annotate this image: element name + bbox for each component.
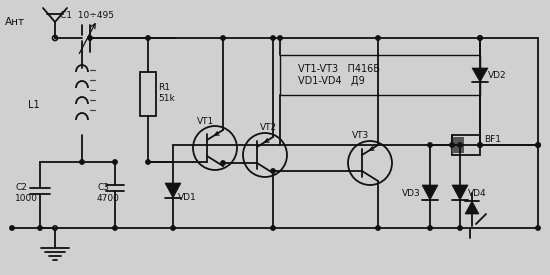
Circle shape <box>536 143 540 147</box>
Text: VD3: VD3 <box>402 188 421 197</box>
Circle shape <box>146 36 150 40</box>
Text: VT1: VT1 <box>197 117 215 125</box>
Circle shape <box>428 226 432 230</box>
Circle shape <box>478 36 482 40</box>
Polygon shape <box>472 68 488 82</box>
Text: VD4: VD4 <box>468 188 487 197</box>
Text: R1
51k: R1 51k <box>158 83 175 103</box>
Circle shape <box>536 143 540 147</box>
Polygon shape <box>452 185 468 200</box>
Text: Ант: Ант <box>5 17 25 27</box>
Circle shape <box>428 143 432 147</box>
Circle shape <box>478 143 482 147</box>
Text: BF1: BF1 <box>484 134 501 144</box>
Circle shape <box>113 160 117 164</box>
Circle shape <box>478 143 482 147</box>
Circle shape <box>536 226 540 230</box>
Text: VT3: VT3 <box>352 131 369 141</box>
Text: C3
4700: C3 4700 <box>97 183 120 203</box>
Circle shape <box>478 36 482 40</box>
Circle shape <box>450 143 454 147</box>
Circle shape <box>80 160 84 164</box>
Circle shape <box>376 226 380 230</box>
Text: VT2: VT2 <box>260 123 277 133</box>
Text: C2
1000: C2 1000 <box>15 183 38 203</box>
Circle shape <box>113 226 117 230</box>
Circle shape <box>458 143 462 147</box>
Circle shape <box>271 226 275 230</box>
Bar <box>140 72 156 116</box>
Polygon shape <box>165 183 181 198</box>
Circle shape <box>10 226 14 230</box>
Polygon shape <box>465 201 479 214</box>
Circle shape <box>271 169 275 173</box>
Circle shape <box>221 161 225 165</box>
Circle shape <box>271 36 275 40</box>
Circle shape <box>88 36 92 40</box>
Circle shape <box>171 226 175 230</box>
Bar <box>452 135 480 155</box>
Text: VD1: VD1 <box>178 192 197 202</box>
Text: L1: L1 <box>28 100 40 110</box>
Circle shape <box>146 160 150 164</box>
Circle shape <box>458 226 462 230</box>
Text: VT1-VT3   П416Б
VD1-VD4   Д9: VT1-VT3 П416Б VD1-VD4 Д9 <box>298 64 380 86</box>
Circle shape <box>221 36 225 40</box>
Circle shape <box>38 226 42 230</box>
Circle shape <box>376 36 380 40</box>
Circle shape <box>278 36 282 40</box>
Text: C1  10÷495: C1 10÷495 <box>60 10 114 20</box>
Bar <box>280 55 480 95</box>
Polygon shape <box>422 185 438 200</box>
Bar <box>452 137 464 153</box>
Text: VD2: VD2 <box>488 70 507 79</box>
